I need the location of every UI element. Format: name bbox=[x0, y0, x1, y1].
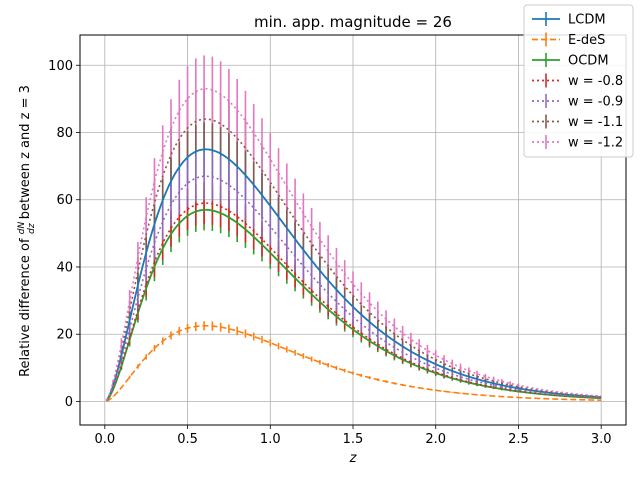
series-line bbox=[106, 325, 602, 402]
svg-text:Relative difference of dNdz be: Relative difference of dNdz between z an… bbox=[17, 85, 37, 377]
x-tick-layer: 0.0 0.5 1.0 1.5 2.0 2.5 3.0 bbox=[94, 425, 612, 447]
y-tick-label: 0 bbox=[65, 395, 73, 410]
legend-label: LCDM bbox=[568, 13, 606, 28]
y-tick-label: 80 bbox=[56, 126, 73, 141]
legend: LCDM E-deS OCDM w = -0.8 w = -0.9 w = -1.1 w =… bbox=[523, 4, 634, 158]
series-line bbox=[105, 175, 602, 402]
y-tick-label: 60 bbox=[56, 193, 73, 208]
series-line bbox=[105, 202, 602, 402]
legend-label: w = -1.1 bbox=[568, 115, 623, 130]
x-tick-label: 1.0 bbox=[260, 432, 281, 447]
legend-box bbox=[523, 4, 634, 158]
y-tick-layer: 0 20 40 60 80 100 bbox=[48, 59, 80, 410]
x-tick-label: 0.0 bbox=[94, 432, 115, 447]
x-tick-label: 0.5 bbox=[177, 432, 198, 447]
line-layer bbox=[105, 87, 602, 402]
y-label-frac-den: dz bbox=[27, 223, 37, 234]
x-tick-label: 1.5 bbox=[343, 432, 364, 447]
x-tick-label: 2.0 bbox=[425, 432, 446, 447]
y-axis-label: Relative difference of dNdz between z an… bbox=[17, 85, 37, 377]
legend-label: w = -0.9 bbox=[568, 95, 623, 110]
series-line bbox=[105, 118, 602, 401]
chart-title: min. app. magnitude = 26 bbox=[254, 13, 452, 31]
x-tick-label: 3.0 bbox=[591, 432, 612, 447]
y-label-after: between z and z = 3 bbox=[18, 85, 33, 223]
x-tick-label: 2.5 bbox=[508, 432, 529, 447]
y-label-before: Relative difference of bbox=[18, 234, 33, 377]
legend-label: w = -0.8 bbox=[568, 74, 623, 89]
y-label-frac-num: dN bbox=[17, 222, 27, 235]
y-tick-label: 20 bbox=[56, 328, 73, 343]
y-tick-label: 100 bbox=[48, 59, 73, 74]
series-line bbox=[105, 148, 602, 401]
legend-label: E-deS bbox=[568, 33, 605, 48]
legend-label: OCDM bbox=[568, 54, 609, 69]
series-line bbox=[105, 208, 602, 402]
x-axis-label: z bbox=[349, 451, 358, 466]
y-tick-label: 40 bbox=[56, 260, 73, 275]
legend-label: w = -1.2 bbox=[568, 136, 623, 151]
series-line bbox=[105, 87, 602, 401]
